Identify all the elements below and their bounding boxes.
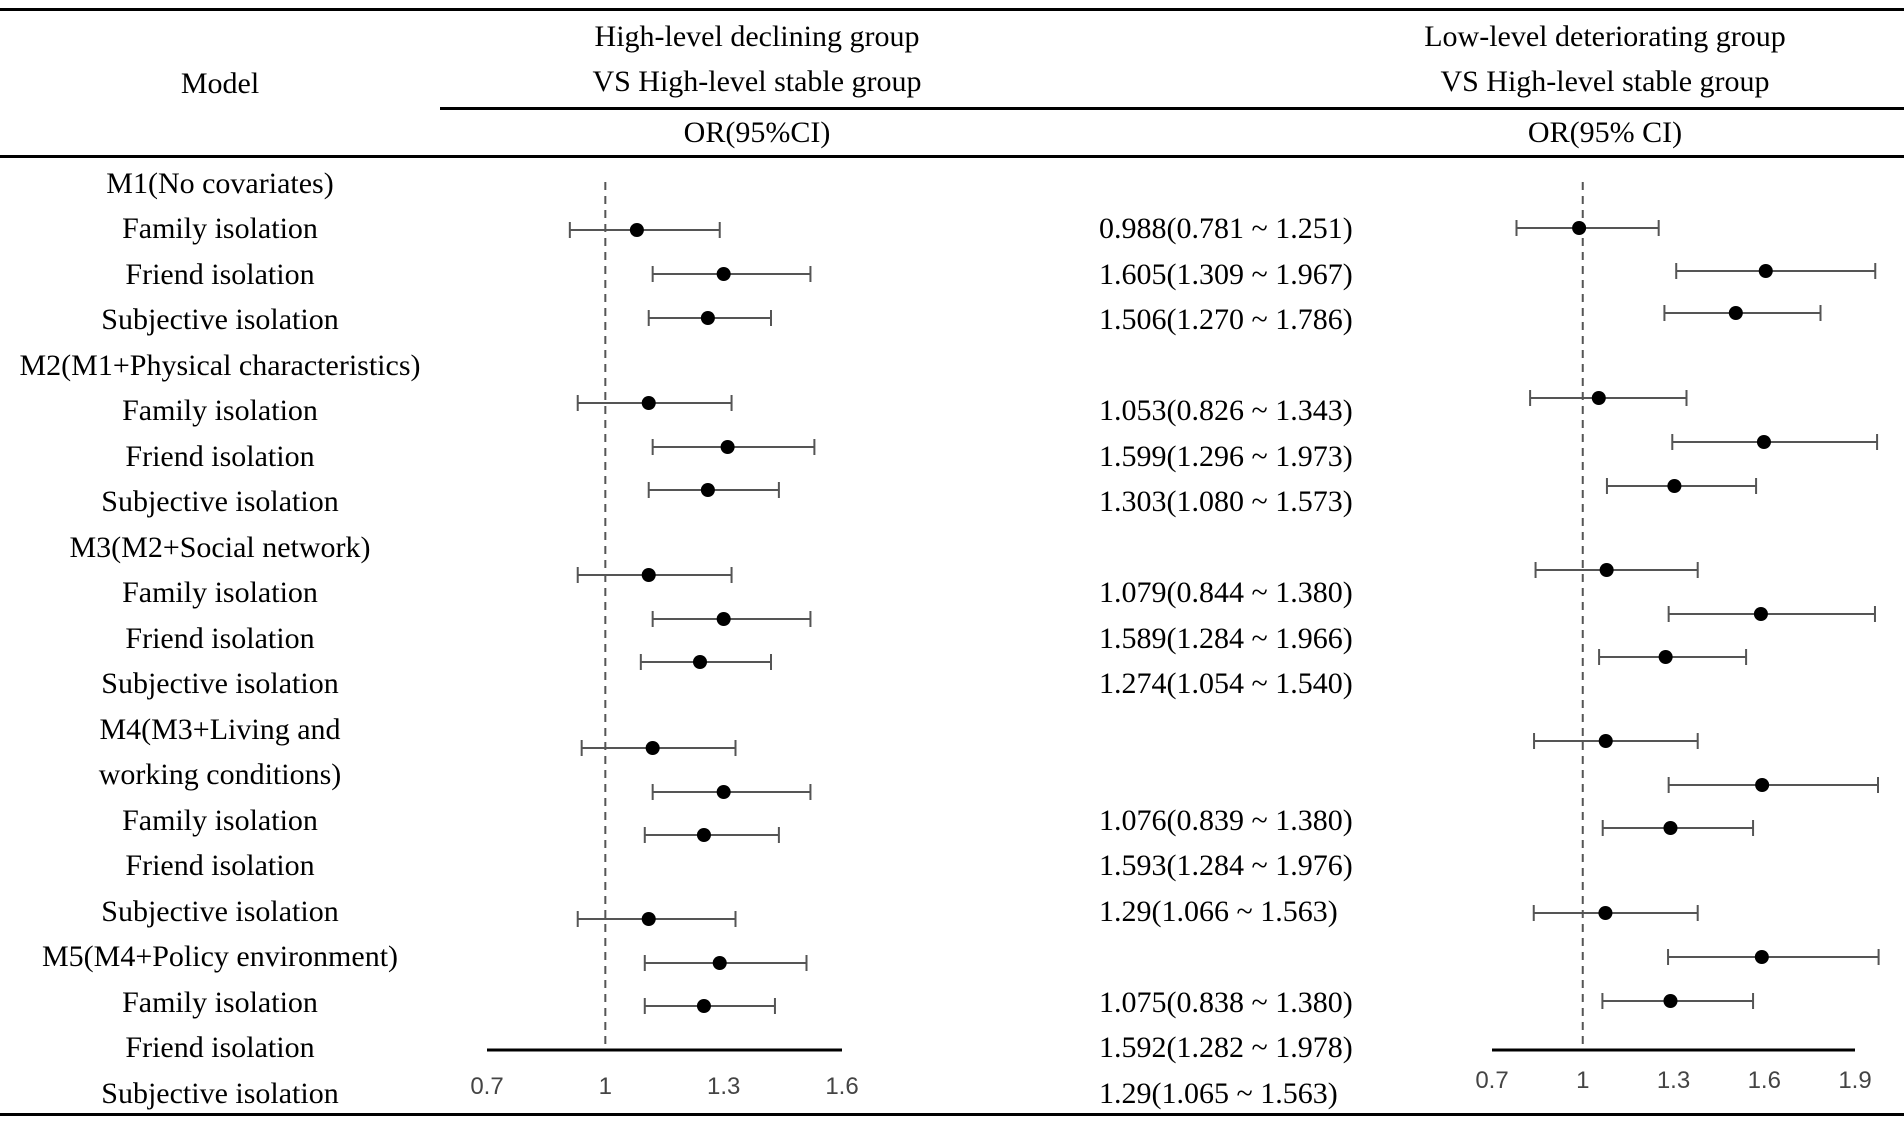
row-label: Friend isolation <box>125 440 315 473</box>
model-header: Model <box>180 67 260 100</box>
or-ci-value: 1.075(0.838 ~ 1.380) <box>1099 986 1353 1019</box>
row-label: Friend isolation <box>125 849 315 882</box>
row-label: Subjective isolation <box>101 667 339 700</box>
or-ci-header-2: OR(95% CI) <box>1527 116 1683 149</box>
row-label: working conditions) <box>98 758 342 791</box>
or-ci-value: 1.303(1.080 ~ 1.573) <box>1099 485 1353 518</box>
group2-title-line2: VS High-level stable group <box>1440 65 1770 98</box>
row-label: Family isolation <box>122 576 318 609</box>
x-tick-label: 1.3 <box>707 1073 740 1100</box>
or-ci-value: 1.053(0.826 ~ 1.343) <box>1099 394 1353 427</box>
x-tick-label: 1.6 <box>1748 1067 1781 1094</box>
or-point <box>1663 994 1678 1008</box>
or-point <box>641 912 656 926</box>
or-point <box>716 612 731 626</box>
header-bottom-rule <box>0 155 1904 158</box>
or-point <box>1598 734 1613 748</box>
group2-title-line1: Low-level deteriorating group <box>1424 20 1786 53</box>
row-label: M2(M1+Physical characteristics) <box>19 349 421 382</box>
or-ci-value: 1.506(1.270 ~ 1.786) <box>1099 303 1353 336</box>
or-ci-header-1: OR(95%CI) <box>683 116 831 149</box>
or-point <box>696 828 711 842</box>
row-label: Family isolation <box>122 804 318 837</box>
row-label: Family isolation <box>122 212 318 245</box>
or-ci-value: 1.076(0.839 ~ 1.380) <box>1099 804 1353 837</box>
header-mid-rule <box>440 107 1904 110</box>
top-rule <box>0 8 1904 11</box>
x-tick-label: 1.9 <box>1838 1067 1871 1094</box>
or-ci-value: 1.589(1.284 ~ 1.966) <box>1099 622 1353 655</box>
row-label: Subjective isolation <box>101 485 339 518</box>
or-point <box>641 396 656 410</box>
row-label: M4(M3+Living and <box>99 713 341 746</box>
group1-title-line1: High-level declining group <box>594 20 920 53</box>
row-label: Friend isolation <box>125 1031 315 1064</box>
or-point <box>641 568 656 582</box>
row-label: M1(No covariates) <box>106 167 334 200</box>
or-point <box>700 483 715 497</box>
or-ci-value: 1.29(1.065 ~ 1.563) <box>1099 1077 1338 1110</box>
row-label: Family isolation <box>122 986 318 1019</box>
row-label: Friend isolation <box>125 622 315 655</box>
or-point <box>1754 950 1769 964</box>
or-point <box>1753 607 1768 621</box>
or-point <box>629 223 644 237</box>
or-point <box>1728 306 1743 320</box>
or-point <box>1663 821 1678 835</box>
x-tick-label: 1 <box>1576 1067 1589 1094</box>
or-ci-value: 1.29(1.066 ~ 1.563) <box>1099 895 1338 928</box>
or-point <box>712 956 727 970</box>
x-tick-label: 0.7 <box>470 1073 503 1100</box>
row-label: Subjective isolation <box>101 895 339 928</box>
or-point <box>696 999 711 1013</box>
or-point <box>1572 221 1587 235</box>
or-point <box>645 741 660 755</box>
forest-plot-left: 0.7 1 1.3 1.6 <box>470 182 859 1100</box>
or-point <box>693 655 707 669</box>
or-point <box>1758 264 1773 278</box>
or-point <box>1658 650 1673 664</box>
or-point <box>1591 391 1606 405</box>
or-point <box>720 440 735 454</box>
row-label: Family isolation <box>122 394 318 427</box>
row-label: M5(M4+Policy environment) <box>41 940 399 973</box>
group1-title-line2: VS High-level stable group <box>592 65 922 98</box>
row-label: Subjective isolation <box>101 303 339 336</box>
or-point <box>1755 778 1770 792</box>
or-point <box>716 267 731 281</box>
or-point <box>1598 906 1613 920</box>
or-point <box>1667 479 1682 493</box>
forest-plot-right: 0.7 1 1.3 1.6 1.9 <box>1475 182 1880 1094</box>
x-tick-label: 0.7 <box>1475 1067 1508 1094</box>
or-point <box>716 785 731 799</box>
or-point <box>1756 435 1771 449</box>
x-tick-label: 1 <box>599 1073 612 1100</box>
or-ci-value: 1.605(1.309 ~ 1.967) <box>1099 258 1353 291</box>
or-point <box>700 311 715 325</box>
or-ci-value: 1.592(1.282 ~ 1.978) <box>1099 1031 1353 1064</box>
or-ci-value: 0.988(0.781 ~ 1.251) <box>1099 212 1353 245</box>
bottom-rule <box>0 1113 1904 1116</box>
x-tick-label: 1.6 <box>825 1073 858 1100</box>
row-label: Friend isolation <box>125 258 315 291</box>
or-ci-value: 1.599(1.296 ~ 1.973) <box>1099 440 1353 473</box>
or-point <box>1599 563 1614 577</box>
or-ci-value: 1.079(0.844 ~ 1.380) <box>1099 576 1353 609</box>
x-tick-label: 1.3 <box>1657 1067 1690 1094</box>
row-label: Subjective isolation <box>101 1077 339 1110</box>
or-ci-value: 1.274(1.054 ~ 1.540) <box>1099 667 1353 700</box>
or-ci-value: 1.593(1.284 ~ 1.976) <box>1099 849 1353 882</box>
row-label: M3(M2+Social network) <box>69 531 371 564</box>
